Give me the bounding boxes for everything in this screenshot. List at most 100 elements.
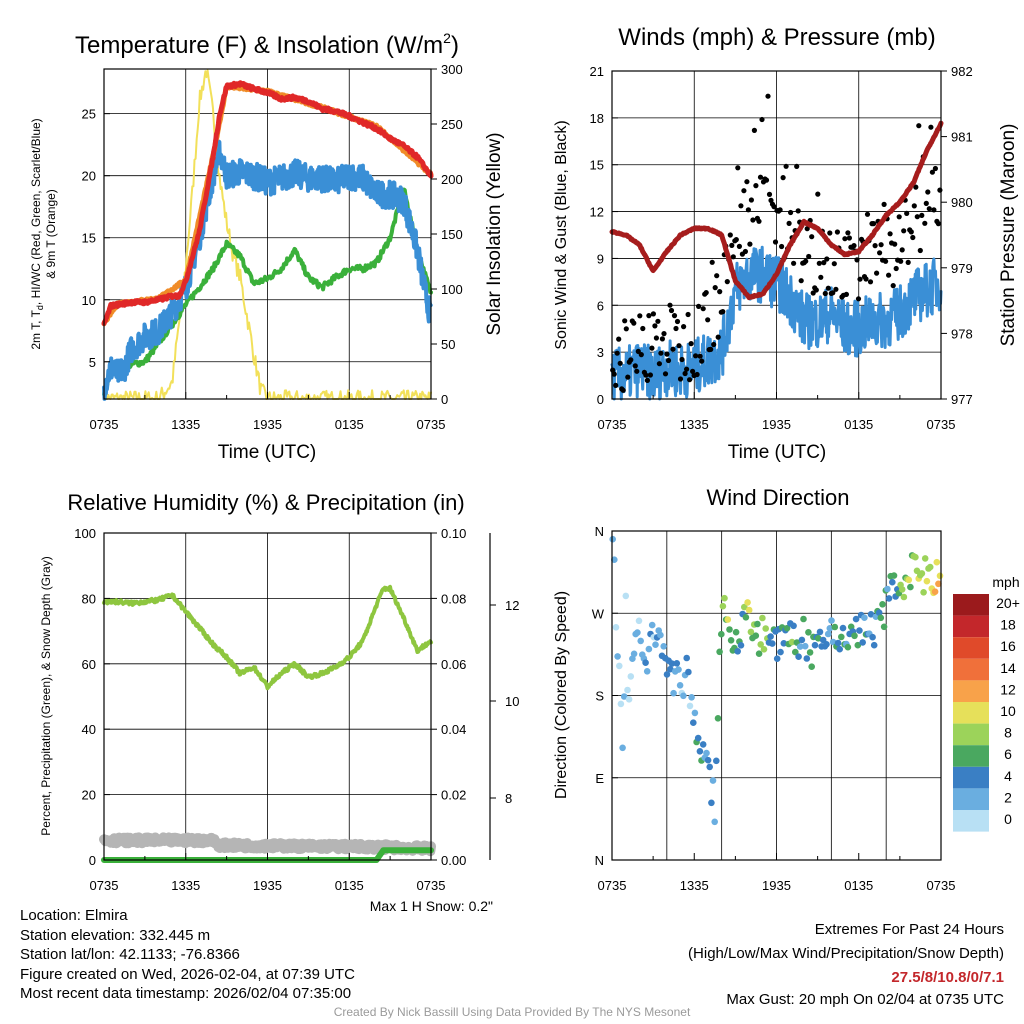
- direction-point: [854, 641, 862, 649]
- direction-point: [699, 741, 707, 748]
- direction-point: [755, 650, 763, 657]
- colorbar-swatch: [953, 615, 989, 638]
- direction-point: [885, 595, 893, 602]
- gust-point: [913, 184, 919, 190]
- gust-point: [786, 220, 792, 226]
- colorbar-label: 6: [1004, 746, 1012, 762]
- gust-point: [919, 212, 925, 218]
- direction-point: [816, 628, 824, 636]
- gust-point: [745, 207, 752, 213]
- gust-point: [791, 260, 797, 266]
- gust-point: [620, 387, 626, 393]
- gust-point: [804, 226, 810, 232]
- gust-point: [664, 351, 670, 357]
- gust-point: [742, 248, 749, 255]
- gust-point: [822, 290, 828, 297]
- gust-point: [763, 177, 770, 183]
- speed-colorbar: mph 20+ 18 16 14 12 10 8 6 4 2 0: [953, 574, 1020, 832]
- colorbar-swatch: [953, 680, 989, 702]
- station-info: Location: Elmira Station elevation: 332.…: [20, 906, 355, 1004]
- gust-point: [898, 258, 904, 264]
- humidity-grid: [103, 533, 432, 860]
- direction-point: [726, 626, 733, 633]
- y-tick-label: 25: [82, 107, 96, 122]
- y-tick-label: N: [595, 853, 604, 868]
- gust-point: [815, 191, 821, 197]
- gust-point: [724, 279, 730, 285]
- gust-point: [780, 175, 786, 181]
- direction-point: [745, 606, 753, 614]
- humidity-panel: Relative Humidity (%) & Precipitation (i…: [39, 490, 519, 914]
- direction-point: [747, 628, 755, 636]
- colorbar-label: 2: [1004, 789, 1012, 805]
- extremes-title: Extremes For Past 24 Hours: [814, 921, 1004, 938]
- direction-point: [834, 639, 842, 647]
- direction-ylabel-left: Direction (Colored By Speed): [553, 591, 570, 799]
- direction-point: [875, 609, 883, 616]
- gust-point: [658, 350, 664, 356]
- temperature-panel: Temperature (F) & Insolation (W/m2) 5 10 1…: [29, 30, 505, 463]
- direction-point: [611, 556, 618, 563]
- direction-point: [690, 719, 697, 726]
- gust-point: [766, 191, 773, 197]
- temperature-ylabel-line2: & 9m T (Orange): [44, 189, 58, 279]
- gust-point: [644, 377, 651, 383]
- direction-point: [912, 553, 919, 561]
- gust-point: [886, 272, 892, 278]
- direction-point: [673, 660, 681, 667]
- direction-point: [635, 617, 643, 625]
- direction-point: [921, 555, 929, 562]
- direction-point: [614, 653, 621, 660]
- gust-point: [699, 358, 705, 364]
- y-tick-label: 6: [597, 298, 604, 313]
- y-tick-label-right: 250: [441, 117, 463, 132]
- direction-point: [838, 633, 845, 641]
- winds-ylabel-left: Sonic Wind & Gust (Blue, Black): [553, 120, 570, 349]
- colorbar-swatch: [953, 637, 989, 659]
- station-location: Location: Elmira: [20, 907, 128, 924]
- direction-point: [691, 709, 699, 717]
- gust-point: [827, 230, 833, 236]
- gust-point: [733, 237, 739, 243]
- gust-point: [703, 290, 709, 296]
- direction-point: [612, 624, 620, 631]
- gust-point: [816, 260, 822, 266]
- gust-point: [652, 323, 658, 329]
- direction-point: [663, 671, 671, 678]
- direction-point: [773, 655, 781, 662]
- direction-point: [923, 577, 931, 585]
- gust-point: [616, 336, 622, 342]
- gust-point: [877, 250, 883, 256]
- y-tick-label: 18: [590, 111, 604, 126]
- direction-point: [884, 585, 891, 593]
- y-tick-label-right: 0.00: [441, 853, 466, 868]
- gust-point: [809, 234, 815, 240]
- relative-humidity-line: [102, 584, 433, 691]
- y-tick-label-right: 0: [441, 392, 448, 407]
- direction-point: [852, 615, 860, 623]
- gust-point: [910, 234, 916, 241]
- winds-panel: Winds (mph) & Pressure (mb) 0 3 6 9 12 15 18 21…: [553, 24, 1019, 463]
- gust-point: [794, 163, 800, 169]
- direction-point: [839, 624, 847, 632]
- direction-point: [788, 638, 796, 646]
- direction-point: [648, 621, 656, 629]
- y-tick-label: 12: [590, 205, 604, 220]
- gust-point: [855, 296, 862, 302]
- gust-point: [914, 214, 920, 220]
- direction-point: [890, 572, 898, 579]
- gust-point: [757, 174, 764, 180]
- direction-point: [752, 632, 760, 639]
- station-pressure-line: [609, 120, 944, 301]
- y-tick-label-right: 150: [441, 227, 463, 242]
- y-tick-label: 5: [89, 355, 96, 370]
- colorbar-swatch: [953, 766, 989, 789]
- winds-ylabel-right: Station Pressure (Maroon): [998, 124, 1019, 347]
- direction-point: [622, 592, 630, 600]
- gust-point: [727, 232, 733, 238]
- direction-point: [905, 576, 913, 584]
- direction-point: [713, 757, 720, 765]
- y-tick-label-right: 979: [951, 261, 973, 276]
- direction-point: [795, 653, 802, 660]
- gust-point: [670, 346, 676, 352]
